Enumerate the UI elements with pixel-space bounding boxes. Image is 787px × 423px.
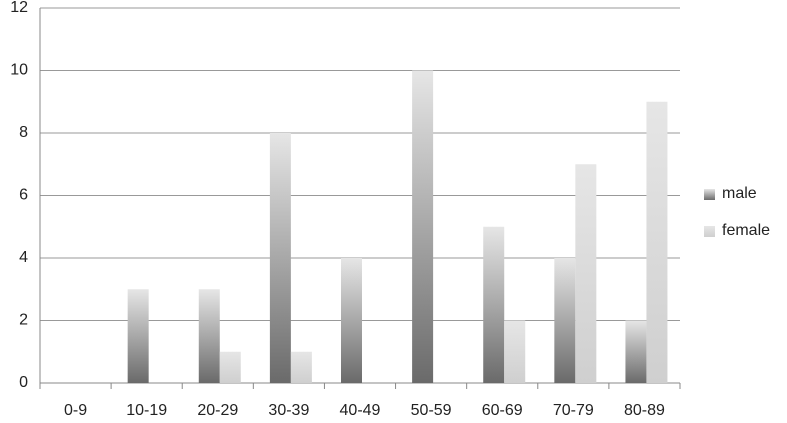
bar bbox=[504, 320, 526, 383]
y-tick-label: 2 bbox=[19, 312, 28, 329]
x-tick-label: 10-19 bbox=[126, 402, 167, 419]
bar bbox=[341, 258, 362, 383]
x-tick-label: 40-49 bbox=[340, 402, 381, 419]
x-tick-label: 70-79 bbox=[553, 402, 594, 419]
y-tick-label: 4 bbox=[19, 249, 28, 266]
x-tick-label: 60-69 bbox=[482, 402, 523, 419]
x-tick-label: 0-9 bbox=[64, 402, 87, 419]
bar bbox=[412, 70, 434, 383]
y-tick-label: 6 bbox=[19, 187, 28, 204]
x-tick-label: 30-39 bbox=[268, 402, 309, 419]
y-tick-label: 0 bbox=[19, 374, 28, 391]
legend-label: female bbox=[722, 222, 770, 239]
bar bbox=[483, 226, 505, 383]
bar bbox=[625, 320, 647, 383]
y-tick-label: 12 bbox=[10, 0, 28, 16]
y-tick-label: 8 bbox=[19, 124, 28, 141]
bar bbox=[575, 164, 597, 383]
legend-swatch bbox=[704, 226, 715, 237]
bar bbox=[290, 351, 312, 383]
legend-swatch bbox=[704, 189, 715, 200]
bar bbox=[554, 258, 576, 383]
x-tick-label: 80-89 bbox=[624, 402, 665, 419]
bar bbox=[646, 101, 668, 383]
y-tick-label: 10 bbox=[10, 62, 28, 79]
x-tick-label: 50-59 bbox=[411, 402, 452, 419]
legend-label: male bbox=[722, 185, 757, 202]
bar bbox=[219, 351, 241, 383]
bar bbox=[127, 289, 149, 383]
bar bbox=[269, 133, 291, 383]
x-tick-label: 20-29 bbox=[197, 402, 238, 419]
bar bbox=[198, 289, 220, 383]
